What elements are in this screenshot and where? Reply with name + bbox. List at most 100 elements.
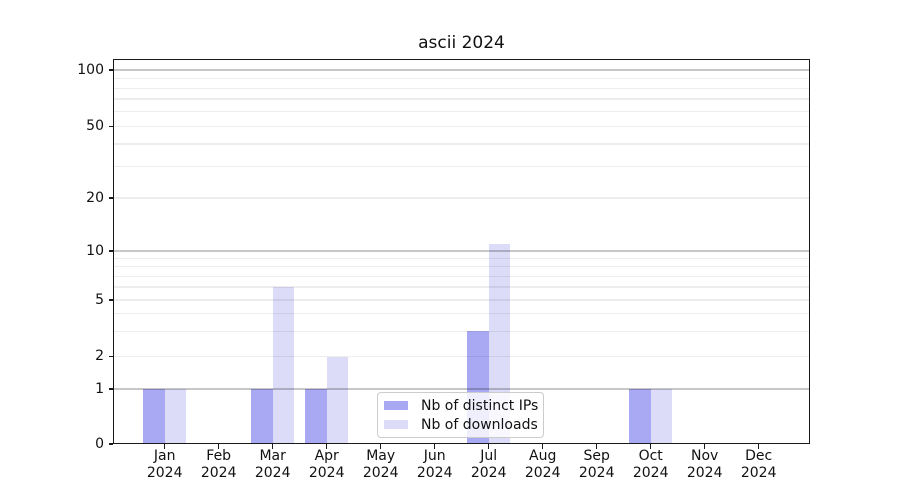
minor-gridline-7 <box>113 275 810 277</box>
major-gridline-100 <box>113 69 810 71</box>
x-tick-year: 2024 <box>416 465 453 481</box>
y-tick-mark-50 <box>108 125 113 128</box>
spine-top <box>113 59 810 61</box>
minor-gridline-30 <box>113 165 810 167</box>
bar-downloads-mar <box>272 287 295 444</box>
minor-gridline-50 <box>113 125 810 128</box>
x-tick-month: Dec <box>745 448 773 464</box>
x-tick-label-dec: Dec 2024 <box>732 448 786 482</box>
minor-gridline-8 <box>113 266 810 268</box>
bar-distinct-ips-jan <box>143 389 165 444</box>
y-tick-mark-1 <box>108 388 113 390</box>
axes-spines <box>113 59 810 444</box>
x-tick-year: 2024 <box>632 465 669 481</box>
x-tick-year: 2024 <box>470 465 507 481</box>
x-tick-label-apr: Apr 2024 <box>300 448 354 482</box>
x-tick-month: Oct <box>638 448 663 464</box>
bar-distinct-ips-apr <box>305 389 327 444</box>
minor-gridline-60 <box>113 110 810 113</box>
y-tick-mark-2 <box>108 355 113 358</box>
y-tick-label-0: 0 <box>95 435 104 452</box>
spine-left <box>113 59 115 444</box>
x-tick-label-aug: Aug 2024 <box>516 448 570 482</box>
x-tick-label-feb: Feb 2024 <box>192 448 246 482</box>
x-tick-label-nov: Nov 2024 <box>678 448 732 482</box>
minor-gridline-2 <box>113 355 810 358</box>
bar-downloads-oct <box>650 389 673 444</box>
minor-gridline-3 <box>113 330 810 333</box>
x-tick-month: Feb <box>206 448 232 464</box>
x-tick-year: 2024 <box>362 465 399 481</box>
minor-gridline-70 <box>113 98 810 100</box>
x-tick-month: Sep <box>583 448 610 464</box>
y-tick-label-100: 100 <box>77 61 104 78</box>
y-tick-label-20: 20 <box>86 189 104 206</box>
x-tick-month: May <box>366 448 396 464</box>
legend-entry-distinct-ips: Nb of distinct IPs <box>378 396 543 415</box>
y-tick-label-5: 5 <box>95 291 104 308</box>
x-tick-mark-sep <box>596 444 598 449</box>
minor-gridline-5 <box>113 299 810 301</box>
x-tick-month: Jan <box>153 448 176 464</box>
y-tick-mark-0 <box>108 443 113 445</box>
spine-bottom <box>113 442 810 444</box>
gridlines-layer <box>113 59 810 444</box>
y-tick-mark-20 <box>108 197 113 199</box>
minor-gridline-20 <box>113 197 810 199</box>
x-tick-label-jul: Jul 2024 <box>462 448 516 482</box>
x-tick-mark-feb <box>218 444 220 449</box>
x-tick-month: Mar <box>259 448 286 464</box>
y-tick-label-10: 10 <box>86 242 104 259</box>
y-tick-mark-100 <box>108 69 113 71</box>
chart-title: ascii 2024 <box>418 33 505 53</box>
x-tick-mark-oct <box>650 444 652 449</box>
x-tick-mark-jan <box>164 444 166 449</box>
legend-label: Nb of downloads <box>421 416 538 433</box>
y-tick-label-50: 50 <box>86 118 104 134</box>
x-tick-mark-may <box>380 444 382 449</box>
minor-gridline-6 <box>113 286 810 288</box>
x-tick-month: Nov <box>691 448 719 464</box>
x-tick-month: Jun <box>423 448 446 464</box>
x-tick-label-jan: Jan 2024 <box>138 448 192 482</box>
x-tick-year: 2024 <box>308 465 345 481</box>
spine-right <box>808 59 810 444</box>
legend-swatch-downloads <box>384 419 408 430</box>
minor-gridline-90 <box>113 77 810 80</box>
x-tick-year: 2024 <box>146 465 183 481</box>
x-tick-mark-apr <box>326 444 328 449</box>
x-tick-year: 2024 <box>740 465 777 481</box>
bar-downloads-jan <box>164 389 187 444</box>
y-tick-label-2: 2 <box>95 348 104 364</box>
minor-gridline-4 <box>113 313 810 315</box>
minor-gridline-9 <box>113 257 810 260</box>
x-tick-year: 2024 <box>524 465 561 481</box>
y-tick-mark-10 <box>108 250 113 252</box>
x-tick-label-sep: Sep 2024 <box>570 448 624 482</box>
x-tick-month: Jul <box>480 448 498 464</box>
legend-entry-downloads: Nb of downloads <box>378 415 543 434</box>
minor-gridline-80 <box>113 87 810 89</box>
x-tick-year: 2024 <box>686 465 723 481</box>
x-tick-mark-nov <box>704 444 706 449</box>
y-tick-label-1: 1 <box>95 380 104 397</box>
bar-distinct-ips-oct <box>629 389 651 444</box>
x-tick-year: 2024 <box>578 465 615 481</box>
x-tick-mark-aug <box>542 444 544 449</box>
x-tick-month: Aug <box>529 448 557 464</box>
x-tick-label-mar: Mar 2024 <box>246 448 300 482</box>
bar-downloads-apr <box>326 356 349 444</box>
x-tick-mark-jun <box>434 444 436 449</box>
x-tick-mark-jul <box>488 444 490 449</box>
x-tick-year: 2024 <box>254 465 291 481</box>
y-tick-mark-5 <box>108 299 113 301</box>
plot-area <box>113 59 810 444</box>
x-tick-label-jun: Jun 2024 <box>408 448 462 482</box>
x-tick-label-oct: Oct 2024 <box>624 448 678 482</box>
bar-distinct-ips-mar <box>251 389 273 444</box>
legend-swatch-distinct-ips <box>384 400 408 411</box>
x-tick-label-may: May 2024 <box>354 448 408 482</box>
legend: Nb of distinct IPs Nb of downloads <box>377 392 544 438</box>
major-gridline-1 <box>113 388 810 390</box>
